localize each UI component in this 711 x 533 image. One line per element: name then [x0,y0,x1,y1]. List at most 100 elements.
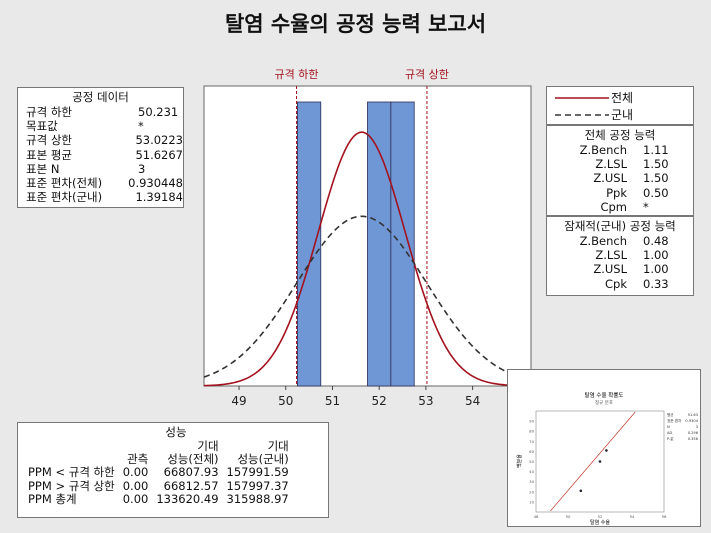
potential-capability-header: 잠재적(군내) 공정 능력 [564,219,676,233]
col-header-top: 기대 [267,439,289,453]
row-label: PPM > 규격 상한 [28,478,115,493]
prob-stat-value: 51.63 [688,413,698,417]
process-data-panel: 공정 데이터 규격 하한 50.231 목표값 * 규격 상한 53.0223 표본 평균 5… [17,87,184,208]
cell-within: 315988.97 [226,491,289,506]
stat-label: 표준 편차(군내) [26,190,103,205]
overall-capability-rows: Z.Bench 1.11 Z.LSL 1.50 Z.USL 1.50 Ppk 0.50 Cpm * [547,143,693,214]
stat-row: Z.Bench 1.11 [547,143,693,157]
cell-overall: 66807.93 [163,465,219,480]
x-tick-label: 49 [231,394,246,408]
probability-plot: 탈염 수율 확률도 정규 분포 10 20 30 40 50 60 70 80 90 48 50 52… [507,369,701,527]
y-tick-label: 10 [529,499,534,504]
probability-plot-ylabel: 백분율 [516,454,523,468]
y-tick-label: 20 [529,489,534,494]
col-header-overall: 성능(전체) [167,452,219,467]
legend-line-dashed [555,113,609,116]
stat-label: Z.USL [593,171,627,186]
stat-label: 규격 상한 [26,133,72,148]
stat-value: 50.231 [138,105,179,119]
data-point [605,449,608,452]
stat-label: Z.LSL [595,157,627,172]
cell-overall: 133620.49 [156,491,219,506]
performance-table: 기대 기대 관측 성능(전체) 성능(군내) PPM < 규격 하한 0.00 … [24,439,293,506]
within-normal-curve [203,215,532,382]
potential-capability-panel: 잠재적(군내) 공정 능력 Z.Bench 0.48 Z.LSL 1.00 Z.USL 1… [546,216,694,296]
stat-label: Z.LSL [595,248,627,263]
x-tick-label: 52 [598,514,603,519]
stat-label: 표준 편차(전체) [26,176,103,191]
legend-item-within: 군내 [553,106,693,123]
overall-normal-curve [203,131,532,387]
stat-value: 53.0223 [135,133,183,148]
x-tick-label: 50 [278,394,293,408]
x-tick-label: 56 [662,514,667,519]
potential-capability-rows: Z.Bench 0.48 Z.LSL 1.00 Z.USL 1.00 Cpk 0.33 [547,234,693,291]
col-header-within: 성능(군내) [237,452,289,467]
stat-row: Z.LSL 1.00 [547,248,693,262]
data-point [579,489,583,493]
x-tick-label: 51 [325,394,340,408]
stat-row: Cpm * [547,200,693,214]
stat-row: 표준 편차(전체) 0.930448 [18,176,183,190]
stat-label: Ppk [606,185,627,200]
stat-row: 표본 N 3 [18,162,183,176]
col-header-observed: 관측 [127,452,149,467]
histogram-bar [297,101,322,387]
y-tick-label: 90 [529,419,534,424]
col-header-top: 기대 [197,439,219,453]
x-tick-label: 54 [630,514,635,519]
process-data-header: 공정 데이터 [72,90,129,104]
stat-value: 1.50 [643,157,669,172]
performance-header: 성능 [165,425,187,439]
y-tick-label: 80 [529,429,534,434]
table-row: PPM > 규격 상한 0.00 66812.57 157997.37 [24,478,293,493]
stat-label: 표본 평균 [26,147,72,162]
probability-plot-xlabel: 탈염 수율 [590,519,610,526]
stat-row: Z.USL 1.00 [547,262,693,276]
stat-row: 목표값 * [18,119,183,133]
capability-histogram: 규격 하한 규격 상한 49 50 51 52 53 54 [203,67,532,408]
stat-row: Ppk 0.50 [547,186,693,200]
stat-value: * [138,119,144,134]
legend-label-overall: 전체 [611,91,634,105]
table-header-row: 기대 기대 [24,439,293,453]
table-row: PPM < 규격 하한 0.00 66807.93 157991.59 [24,466,293,479]
stat-value: 0.930448 [128,176,183,191]
stat-value: 0.48 [643,234,669,248]
stat-value: 3 [138,161,146,176]
stat-value: 1.11 [643,143,669,157]
x-tick-label: 53 [418,394,433,408]
stat-label: 표본 N [26,161,60,176]
prob-stat-label: 표준 편차 [667,418,682,423]
stat-row: 규격 상한 53.0223 [18,133,183,147]
prob-stat-value: 0.296 [688,431,699,435]
stat-value: * [643,199,649,214]
cell-within: 157997.37 [226,478,289,493]
stat-row: 표본 평균 51.6267 [18,148,183,162]
probability-plot-title: 탈염 수율 확률도 [585,391,624,399]
row-label: PPM 총계 [28,491,77,506]
table-row: PPM 총계 0.00 133620.49 315988.97 [24,491,293,506]
stat-label: Z.Bench [579,234,627,248]
x-tick-label: 52 [372,394,387,408]
y-tick-label: 40 [529,469,534,474]
x-tick-label: 54 [465,394,480,408]
stat-value: 51.6267 [135,147,183,162]
overall-capability-panel: 전체 공정 능력 Z.Bench 1.11 Z.LSL 1.50 Z.USL 1.50 Pp… [546,125,694,216]
prob-stat-value: 3 [696,425,698,429]
cell-observed: 0.00 [122,491,149,506]
x-tick-label: 48 [534,514,539,519]
fit-line [550,411,636,512]
legend-label-within: 군내 [611,108,634,122]
cell-observed: 0.00 [122,478,149,493]
prob-stat-value: 0.356 [688,437,699,441]
data-point [598,460,602,463]
stat-label: 규격 하한 [26,105,72,119]
performance-panel: 성능 기대 기대 관측 성능(전체) 성능(군내) PPM < 규격 하한 0.… [17,422,329,518]
stat-label: Cpk [605,276,627,291]
stat-value: 1.50 [643,171,669,186]
prob-stat-label: P-값 [667,436,674,441]
histogram-bar [367,101,392,387]
prob-stat-value: 0.9304 [685,419,698,423]
stat-row: 표준 편차(군내) 1.39184 [18,190,183,204]
